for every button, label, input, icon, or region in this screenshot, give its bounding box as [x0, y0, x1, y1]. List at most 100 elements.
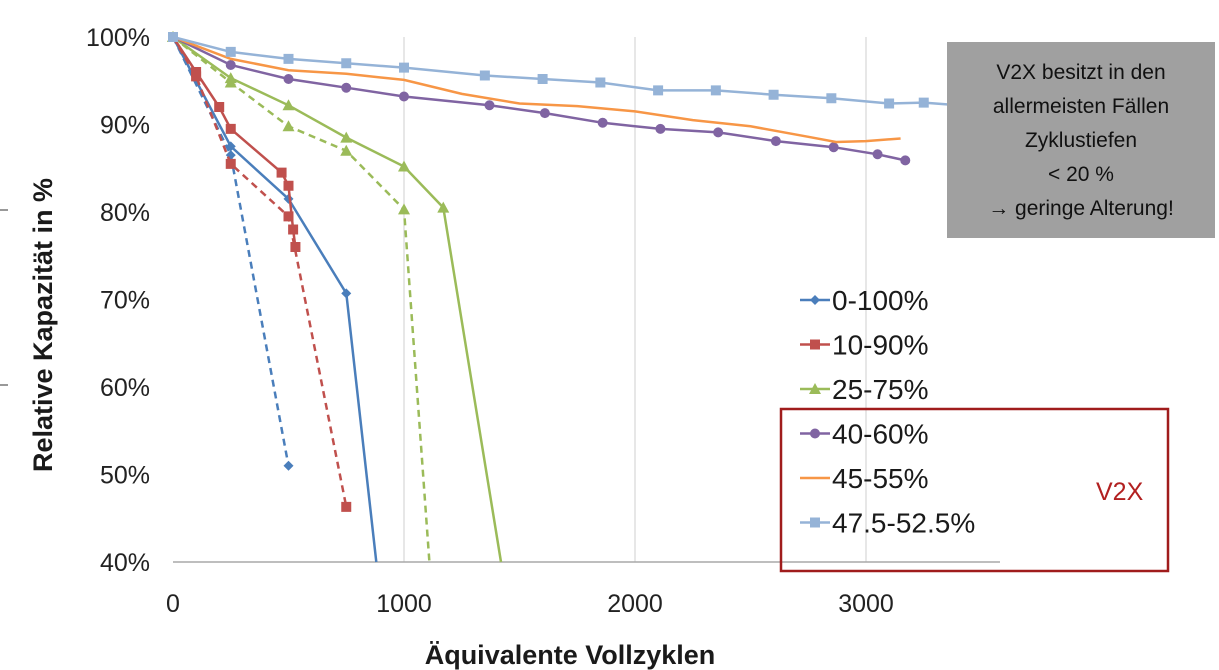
series-47.5-52.5%	[168, 32, 987, 112]
data-point	[918, 97, 929, 108]
data-point	[810, 295, 820, 305]
annotation-line: < 20 %	[1048, 163, 1114, 186]
data-point	[224, 72, 237, 84]
series-0-100%	[168, 32, 378, 563]
legend-item: 47.5-52.5%	[800, 508, 975, 539]
series-line	[172, 35, 503, 563]
data-point	[399, 91, 409, 102]
data-point	[341, 501, 352, 512]
legend-item: 40-60%	[800, 419, 929, 450]
annotation-line: allermeisten Fällen	[992, 95, 1170, 118]
data-point	[290, 242, 301, 252]
series-line-dashed	[171, 36, 290, 467]
data-point	[809, 383, 821, 394]
data-point	[768, 89, 779, 100]
y-tick-label: 70%	[100, 287, 150, 315]
data-point	[597, 117, 608, 128]
y-tick-label: 60%	[100, 374, 150, 402]
series-line	[172, 35, 906, 162]
y-tick-label: 100%	[86, 24, 150, 52]
annotation-line: V2X besitzt in den	[996, 61, 1166, 84]
series-line	[171, 36, 297, 248]
data-point	[283, 460, 294, 471]
legend-label: 45-55%	[832, 463, 929, 494]
data-point	[770, 136, 781, 147]
data-point	[900, 155, 911, 166]
data-point	[191, 67, 202, 77]
data-point	[398, 160, 410, 172]
data-point	[828, 142, 839, 153]
data-point	[282, 120, 295, 132]
y-tick-labels: 40% 50% 60% 70% 80% 90% 100%	[86, 24, 150, 577]
data-point	[340, 144, 353, 156]
annotation-line: Zyklustiefen	[1024, 129, 1138, 152]
data-point	[479, 70, 490, 81]
data-point	[225, 60, 236, 70]
series-40-60%	[168, 32, 911, 166]
y-tick-label: 90%	[100, 112, 150, 140]
data-point	[810, 428, 820, 439]
data-point	[225, 123, 236, 134]
data-point	[168, 32, 178, 42]
data-point	[484, 100, 495, 111]
data-point	[214, 102, 225, 112]
y-tick-label: 80%	[100, 199, 150, 227]
data-point	[872, 149, 883, 160]
y-tick-label: 40%	[100, 549, 150, 577]
data-point	[595, 77, 606, 88]
x-tick-label: 2000	[607, 590, 663, 618]
legend-item: 25-75%	[800, 374, 929, 405]
x-tick-label: 3000	[838, 590, 894, 618]
data-point	[655, 123, 666, 134]
series-line	[172, 35, 982, 109]
data-point	[810, 339, 820, 350]
data-point	[225, 158, 236, 169]
data-point	[399, 62, 409, 73]
data-point	[884, 98, 895, 109]
legend-item: 45-55%	[800, 463, 929, 494]
data-point	[225, 46, 236, 57]
v2x-label: V2X	[1096, 478, 1144, 506]
legend-label: 0-100%	[832, 285, 929, 316]
data-point	[398, 203, 410, 215]
y-axis-title: Relative Kapazität in %	[28, 178, 58, 472]
data-point	[341, 288, 352, 299]
data-point	[276, 167, 287, 178]
grid	[0, 37, 1000, 563]
legend-label: 25-75%	[832, 374, 929, 405]
data-point	[437, 201, 450, 213]
data-point	[537, 74, 548, 84]
v2x-highlight-box	[779, 407, 1170, 573]
y-tick-label: 50%	[100, 462, 150, 490]
x-tick-label: 0	[166, 590, 180, 618]
series-line-dashed	[172, 36, 431, 563]
series-lines	[167, 31, 987, 563]
data-point	[282, 99, 295, 111]
data-point	[283, 180, 294, 191]
data-point	[341, 82, 352, 93]
x-axis-title: Äquivalente Vollzyklen	[425, 640, 716, 670]
data-point	[283, 53, 294, 64]
series-line-dashed	[171, 36, 348, 508]
legend-label: 47.5-52.5%	[832, 508, 975, 539]
data-point	[713, 127, 724, 138]
data-point	[225, 150, 236, 161]
legend-label: 40-60%	[832, 419, 929, 450]
legend-item: 0-100%	[800, 285, 929, 316]
data-point	[710, 85, 721, 96]
data-point	[653, 85, 664, 96]
data-point	[288, 224, 299, 235]
x-tick-labels: 0 1000 2000 3000	[166, 590, 894, 618]
legend-item: 10-90%	[800, 330, 929, 361]
data-point	[810, 517, 820, 528]
annotation-line: → geringe Alterung!	[988, 197, 1174, 220]
legend: 0-100% 10-90% 25-75% 40-60% 45-55% 47.5-52.5%	[800, 285, 975, 539]
series-line	[171, 36, 378, 563]
data-point	[283, 211, 294, 222]
x-tick-label: 1000	[376, 590, 432, 618]
data-point	[341, 58, 352, 69]
annotation-box: V2X besitzt in den allermeisten Fällen Z…	[947, 42, 1215, 238]
legend-label: 10-90%	[832, 330, 929, 361]
data-point	[539, 108, 550, 119]
